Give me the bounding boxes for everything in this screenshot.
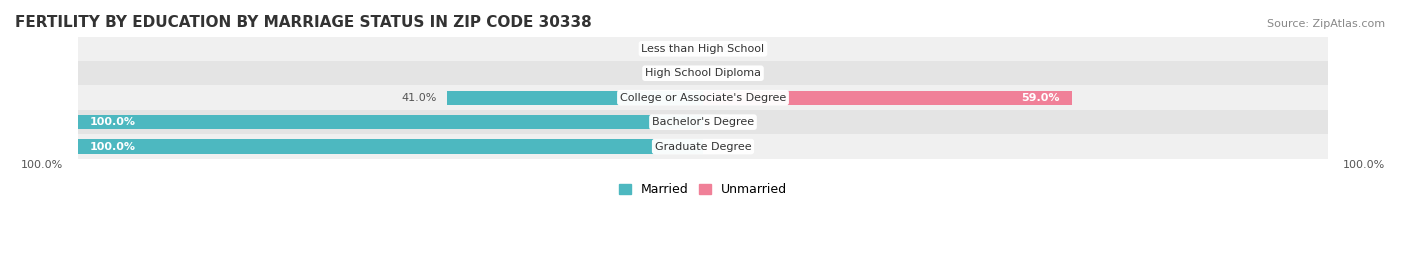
Text: 0.0%: 0.0% [713,141,741,151]
Text: 59.0%: 59.0% [1021,93,1060,103]
Bar [77,110,1329,134]
Bar [77,134,1329,159]
Text: College or Associate's Degree: College or Associate's Degree [620,93,786,103]
Text: Bachelor's Degree: Bachelor's Degree [652,117,754,127]
Text: Graduate Degree: Graduate Degree [655,141,751,151]
Text: High School Diploma: High School Diploma [645,68,761,78]
Text: 100.0%: 100.0% [90,141,136,151]
Text: 0.0%: 0.0% [713,44,741,54]
Text: 100.0%: 100.0% [21,160,63,169]
Text: 0.0%: 0.0% [665,44,693,54]
Text: 0.0%: 0.0% [713,117,741,127]
Bar [703,91,1071,105]
Text: 0.0%: 0.0% [665,68,693,78]
Bar [77,115,703,129]
Text: Less than High School: Less than High School [641,44,765,54]
Bar [77,61,1329,86]
Bar [77,37,1329,61]
Text: 0.0%: 0.0% [713,68,741,78]
Text: Source: ZipAtlas.com: Source: ZipAtlas.com [1267,19,1385,29]
Bar [77,140,703,154]
Legend: Married, Unmarried: Married, Unmarried [613,178,793,201]
Bar [447,91,703,105]
Text: 41.0%: 41.0% [402,93,437,103]
Bar [77,86,1329,110]
Text: 100.0%: 100.0% [90,117,136,127]
Text: 100.0%: 100.0% [1343,160,1385,169]
Text: FERTILITY BY EDUCATION BY MARRIAGE STATUS IN ZIP CODE 30338: FERTILITY BY EDUCATION BY MARRIAGE STATU… [15,15,592,30]
